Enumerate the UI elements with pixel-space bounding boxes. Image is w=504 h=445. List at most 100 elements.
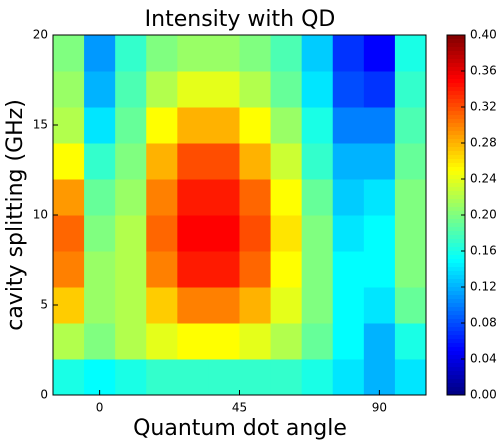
heatmap-cell — [53, 71, 85, 108]
colorbar-step — [447, 239, 465, 244]
heatmap-cell — [332, 107, 365, 144]
colorbar-step — [447, 383, 465, 388]
colorbar-step — [447, 135, 465, 140]
heatmap-cell — [84, 35, 116, 72]
heatmap-cell — [177, 287, 209, 324]
heatmap-cell — [332, 71, 365, 108]
heatmap-cell — [239, 179, 272, 216]
heatmap-cell — [115, 35, 147, 72]
heatmap-cell — [332, 35, 365, 72]
heatmap-cell — [146, 179, 178, 216]
colorbar-step — [447, 131, 465, 136]
colorbar-step — [447, 215, 465, 220]
y-tick-label: 5 — [40, 298, 48, 312]
heatmap-cell — [177, 107, 209, 144]
colorbar-step — [447, 283, 465, 288]
heatmap-cell — [146, 359, 178, 396]
heatmap-cell — [394, 323, 427, 360]
colorbar-step — [447, 279, 465, 284]
heatmap-cell — [363, 35, 396, 72]
colorbar-step — [447, 351, 465, 356]
heatmap — [53, 35, 427, 396]
colorbar-tick-label: 0.00 — [470, 388, 497, 402]
heatmap-cell — [53, 215, 85, 252]
colorbar-step — [447, 299, 465, 304]
heatmap-cell — [84, 179, 116, 216]
heatmap-cell — [270, 143, 303, 180]
colorbar-step — [447, 331, 465, 336]
colorbar-step — [447, 391, 465, 396]
heatmap-cell — [177, 71, 209, 108]
colorbar-step — [447, 247, 465, 252]
heatmap-cell — [177, 35, 209, 72]
heatmap-cell — [177, 179, 209, 216]
colorbar-step — [447, 199, 465, 204]
x-tick-label: 90 — [372, 401, 387, 415]
y-axis-label: cavity splitting (GHz) — [3, 99, 28, 331]
heatmap-cell — [115, 179, 147, 216]
colorbar-tick-label: 0.20 — [470, 208, 497, 222]
colorbar-step — [447, 183, 465, 188]
colorbar-step — [447, 39, 465, 44]
colorbar-step — [447, 335, 465, 340]
heatmap-cell — [394, 251, 427, 288]
heatmap-cell — [301, 35, 334, 72]
heatmap-cell — [115, 359, 147, 396]
y-tick-label: 15 — [33, 118, 48, 132]
y-tick-label: 20 — [33, 28, 48, 42]
colorbar-step — [447, 91, 465, 96]
heatmap-cell — [146, 251, 178, 288]
heatmap-cell — [208, 35, 240, 72]
heatmap-cell — [394, 107, 427, 144]
heatmap-cell — [270, 215, 303, 252]
heatmap-cell — [146, 287, 178, 324]
heatmap-cell — [270, 287, 303, 324]
colorbar-step — [447, 119, 465, 124]
heatmap-cell — [115, 215, 147, 252]
colorbar-step — [447, 267, 465, 272]
colorbar-step — [447, 143, 465, 148]
colorbar-step — [447, 359, 465, 364]
colorbar-step — [447, 319, 465, 324]
heatmap-cell — [363, 215, 396, 252]
heatmap-cell — [332, 143, 365, 180]
heatmap-cell — [394, 215, 427, 252]
colorbar-step — [447, 67, 465, 72]
colorbar-step — [447, 51, 465, 56]
colorbar-step — [447, 55, 465, 60]
heatmap-cell — [53, 287, 85, 324]
colorbar-step — [447, 323, 465, 328]
heatmap-cell — [301, 143, 334, 180]
colorbar-step — [447, 303, 465, 308]
colorbar-step — [447, 211, 465, 216]
heatmap-cell — [84, 359, 116, 396]
heatmap-cell — [84, 251, 116, 288]
heatmap-cell — [115, 287, 147, 324]
heatmap-cell — [363, 143, 396, 180]
heatmap-cell — [84, 287, 116, 324]
heatmap-cell — [363, 71, 396, 108]
colorbar-step — [447, 307, 465, 312]
colorbar-step — [447, 147, 465, 152]
heatmap-cell — [363, 251, 396, 288]
colorbar-step — [447, 139, 465, 144]
colorbar-step — [447, 243, 465, 248]
y-tick-label: 0 — [40, 388, 48, 402]
colorbar-step — [447, 315, 465, 320]
heatmap-cell — [146, 71, 178, 108]
colorbar-step — [447, 287, 465, 292]
colorbar-step — [447, 127, 465, 132]
colorbar-step — [447, 87, 465, 92]
heatmap-cell — [177, 215, 209, 252]
colorbar-step — [447, 235, 465, 240]
heatmap-cell — [177, 323, 209, 360]
colorbar-step — [447, 59, 465, 64]
heatmap-cell — [301, 179, 334, 216]
colorbar-step — [447, 187, 465, 192]
heatmap-cell — [84, 323, 116, 360]
heatmap-cell — [394, 71, 427, 108]
heatmap-cell — [394, 179, 427, 216]
colorbar-step — [447, 227, 465, 232]
heatmap-cell — [208, 71, 240, 108]
heatmap-cell — [394, 287, 427, 324]
